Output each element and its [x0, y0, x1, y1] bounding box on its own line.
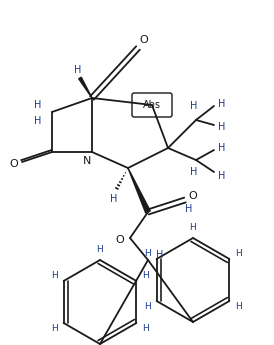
Text: O: O [140, 35, 149, 45]
Polygon shape [79, 77, 92, 98]
FancyBboxPatch shape [132, 93, 172, 117]
Text: H: H [34, 116, 42, 126]
Text: H: H [190, 223, 196, 231]
Text: N: N [83, 156, 91, 166]
Text: H: H [51, 271, 58, 280]
Text: H: H [144, 249, 150, 258]
Text: H: H [97, 245, 103, 254]
Text: H: H [34, 100, 42, 110]
Text: H: H [156, 250, 164, 260]
Text: O: O [189, 191, 197, 201]
Text: H: H [218, 143, 226, 153]
Text: Abs: Abs [143, 100, 161, 110]
Text: H: H [142, 324, 149, 333]
Text: H: H [185, 204, 193, 214]
Text: H: H [190, 101, 198, 111]
Text: H: H [110, 194, 118, 204]
Text: H: H [142, 271, 149, 280]
Text: H: H [218, 171, 226, 181]
Text: H: H [51, 324, 58, 333]
Text: H: H [218, 122, 226, 132]
Text: H: H [236, 249, 242, 258]
Text: O: O [10, 159, 18, 169]
Text: H: H [218, 99, 226, 109]
Text: H: H [144, 302, 150, 311]
Text: H: H [190, 167, 198, 177]
Polygon shape [128, 168, 150, 213]
Text: O: O [116, 235, 124, 245]
Text: H: H [236, 302, 242, 311]
Text: H: H [74, 65, 82, 75]
